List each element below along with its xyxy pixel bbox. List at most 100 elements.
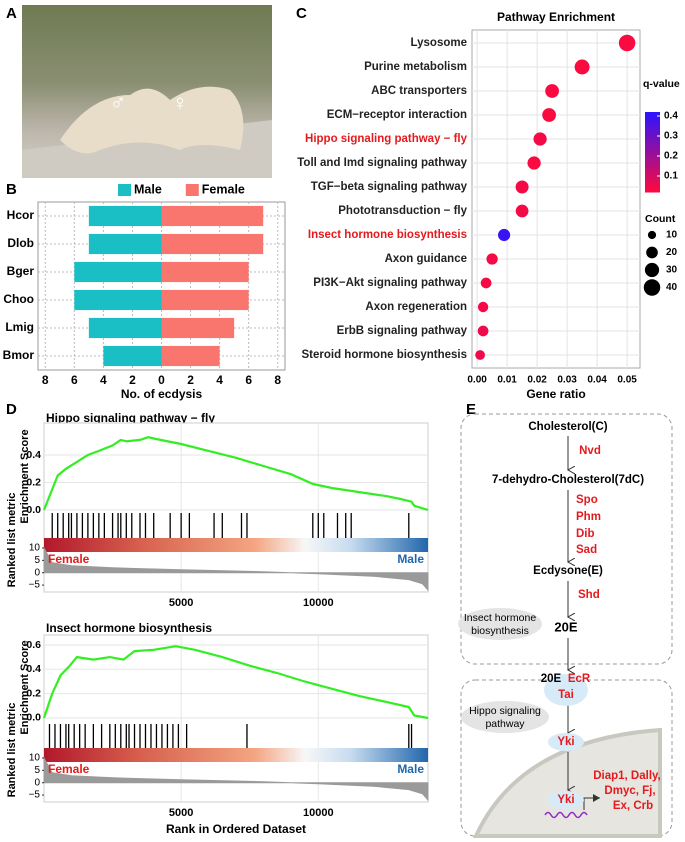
dashed-box	[460, 413, 673, 665]
y-tick-label: Phototransduction − fly	[338, 205, 467, 217]
arrow	[583, 794, 600, 810]
y-tick-label: ABC transporters	[371, 85, 467, 97]
legend-label: 40	[666, 282, 678, 293]
dna	[544, 811, 588, 819]
bar	[88, 317, 162, 339]
dot	[515, 180, 529, 194]
panel-label: A	[6, 5, 17, 22]
dot	[542, 108, 556, 122]
metric-tick-label: 5	[34, 555, 40, 566]
panel-label: C	[296, 5, 307, 22]
y-tick-label: 0.0	[26, 712, 41, 724]
color-scale	[645, 156, 660, 161]
color-scale	[645, 184, 660, 189]
metabolite: Cholesterol(C)	[528, 421, 607, 433]
legend-dot	[647, 230, 657, 240]
dot	[498, 228, 511, 242]
bar	[161, 289, 249, 311]
metric-area	[43, 546, 429, 592]
panel-label: B	[6, 181, 17, 198]
legend-label: Female	[202, 182, 245, 196]
panel-label: E	[466, 401, 476, 418]
y-tick-label: Lmig	[5, 320, 34, 334]
y-tick-label: 0.4	[26, 663, 41, 675]
female-symbol: ♀	[172, 90, 189, 115]
right-label: Male	[397, 552, 424, 566]
y-tick-label: 0.4	[26, 449, 41, 461]
dot	[527, 156, 541, 170]
y-axis-label: Enrichment Score	[19, 429, 31, 523]
y-tick-label: Lysosome	[411, 37, 467, 49]
y-tick-label: Hcor	[7, 208, 35, 222]
color-scale	[645, 132, 660, 137]
legend-label: Male	[134, 182, 162, 196]
es-line	[42, 436, 429, 512]
x-tick-label: 5000	[169, 597, 193, 609]
y-tick-label: ECM−receptor interaction	[327, 109, 467, 121]
x-axis-label: No. of ecdysis	[121, 387, 203, 401]
protein-blob	[548, 733, 584, 751]
box-blob	[461, 701, 549, 733]
color-scale	[645, 176, 660, 181]
y-tick-label: Hippo signaling pathway − fly	[305, 133, 468, 145]
color-scale	[645, 120, 660, 125]
legend-dot	[643, 279, 661, 296]
y-tick-label: Dlob	[7, 236, 34, 250]
x-tick-label: 8	[274, 373, 281, 387]
color-scale	[645, 144, 660, 149]
box-label: pathway	[485, 718, 525, 730]
right-label: Male	[397, 762, 424, 776]
y-tick-label: 0.2	[26, 476, 41, 488]
color-scale	[645, 128, 660, 133]
legend-swatch	[185, 184, 199, 196]
rank-color-bar	[44, 538, 428, 552]
metric-tick-label: −5	[29, 580, 41, 591]
bar	[161, 317, 235, 339]
color-scale	[645, 188, 660, 193]
x-tick-label: 0.05	[617, 375, 637, 386]
y-tick-label: Steroid hormone biosynthesis	[302, 349, 468, 361]
dot	[477, 325, 489, 337]
color-scale	[645, 112, 660, 117]
y-tick-label: Toll and Imd signaling pathway	[297, 157, 467, 169]
y-tick-label: Purine metabolism	[364, 61, 467, 73]
dot	[480, 277, 492, 289]
legend-label: 20	[666, 247, 678, 258]
color-scale	[645, 164, 660, 169]
metric-tick-label: 5	[34, 765, 40, 776]
dot	[618, 34, 636, 52]
y-tick-label: ErbB signaling pathway	[337, 325, 468, 337]
x-axis-label: Rank in Ordered Dataset	[166, 822, 306, 836]
plot-frame	[471, 29, 641, 369]
dot	[574, 59, 590, 75]
x-tick-label: 5000	[169, 807, 193, 819]
chart-title: Insect hormone biosynthesis	[46, 621, 212, 635]
plot-frame	[43, 634, 429, 803]
y-tick-label: 0.2	[26, 687, 41, 699]
chart-title: Hippo signaling pathway − fly	[46, 411, 215, 425]
bar	[103, 345, 162, 367]
photo-insect	[60, 86, 244, 154]
x-axis-label: Gene ratio	[526, 387, 585, 401]
y-tick-label: 0.6	[26, 639, 41, 651]
chart-title: Pathway Enrichment	[497, 10, 615, 24]
legend-tick-label: 0.2	[664, 151, 678, 162]
protein: Yki	[557, 794, 574, 806]
x-tick-label: 2	[187, 373, 194, 387]
metric-area	[43, 756, 429, 802]
x-tick-label: 10000	[303, 807, 334, 819]
rank-color-bar	[44, 748, 428, 762]
target-genes: Diap1, Dally,	[593, 770, 661, 782]
bar	[161, 205, 264, 227]
bar	[161, 233, 264, 255]
y-tick-label: Axon guidance	[385, 253, 467, 265]
box-blob	[458, 608, 542, 640]
es-line	[42, 645, 429, 720]
enzyme: Nvd	[579, 445, 601, 457]
x-tick-label: 0.04	[587, 375, 607, 386]
protein: Yki	[557, 736, 574, 748]
complex: EcR	[568, 673, 591, 685]
legend-tick-label: 0.1	[664, 171, 678, 182]
complex: 20E	[541, 673, 562, 685]
